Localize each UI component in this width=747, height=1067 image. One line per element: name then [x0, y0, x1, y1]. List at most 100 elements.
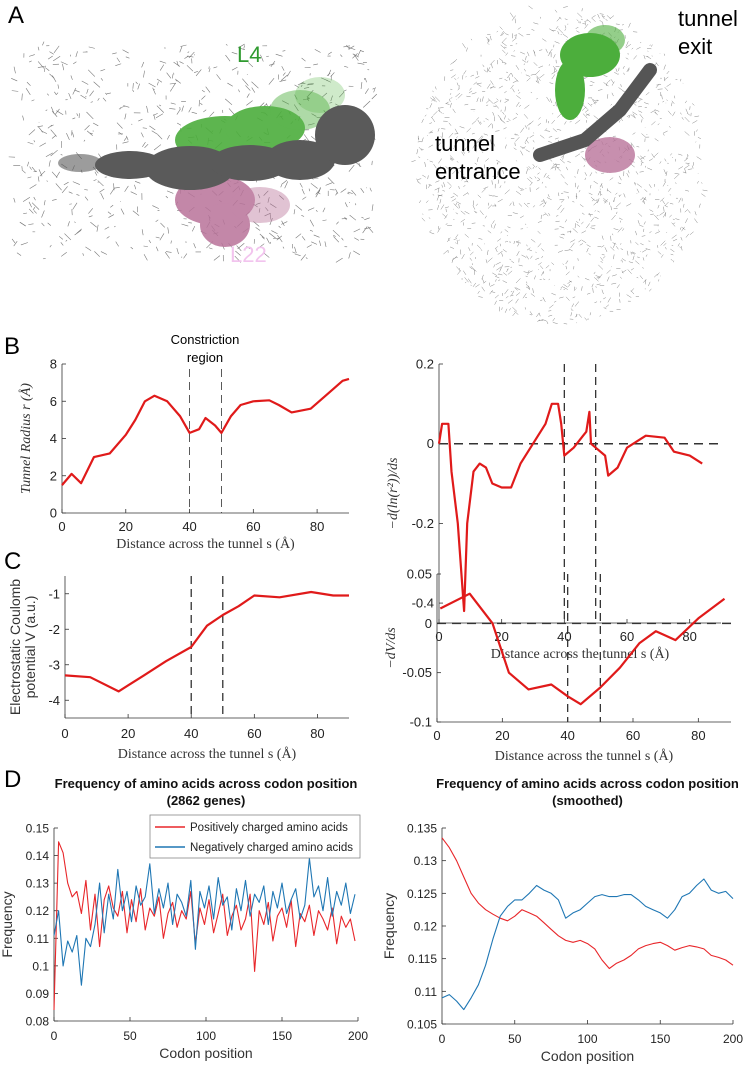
- mesh-stroke: [583, 76, 586, 80]
- mesh-stroke: [563, 6, 568, 8]
- mesh-stroke: [457, 93, 463, 99]
- mesh-stroke: [468, 90, 473, 94]
- mesh-stroke: [678, 166, 684, 170]
- mesh-stroke: [496, 159, 501, 163]
- mesh-stroke: [678, 153, 683, 156]
- mesh-stroke: [431, 100, 433, 102]
- mesh-stroke: [646, 133, 648, 136]
- mesh-stroke: [529, 120, 534, 125]
- mesh-stroke: [64, 233, 72, 241]
- x-tick-label: 60: [620, 629, 634, 644]
- mesh-stroke: [19, 222, 27, 227]
- mesh-stroke: [65, 239, 68, 242]
- y-tick-label: 6: [50, 394, 57, 409]
- mesh-stroke: [611, 233, 614, 236]
- mesh-stroke: [584, 172, 587, 176]
- mesh-stroke: [603, 198, 608, 203]
- mesh-stroke: [620, 243, 622, 245]
- tunnel-surface-right: [533, 63, 657, 162]
- mesh-stroke: [515, 65, 520, 70]
- mesh-stroke: [560, 286, 564, 288]
- mesh-stroke: [680, 236, 683, 241]
- mesh-stroke: [649, 209, 654, 212]
- mesh-stroke: [562, 155, 564, 160]
- y-axis-label-line1: Electrostatic Coulomb: [7, 579, 23, 715]
- mesh-stroke: [645, 248, 651, 251]
- mesh-stroke: [554, 137, 559, 140]
- mesh-stroke: [601, 184, 603, 189]
- mesh-stroke: [649, 44, 651, 47]
- chart-d2: 0 50 100 150 200 0.105 0.11 0.115 0.12 0.125 0.13 0…: [381, 776, 743, 1064]
- mesh-stroke: [613, 228, 619, 231]
- mesh-stroke: [559, 296, 564, 299]
- mesh-stroke: [481, 136, 484, 139]
- x-tick-label: 20: [495, 728, 509, 743]
- mesh-stroke: [282, 50, 286, 52]
- mesh-stroke: [474, 269, 476, 275]
- mesh-stroke: [549, 28, 554, 32]
- mesh-stroke: [643, 279, 647, 283]
- mesh-stroke: [657, 103, 660, 106]
- mesh-stroke: [597, 274, 603, 280]
- mesh-stroke: [550, 164, 555, 170]
- mesh-stroke: [475, 203, 478, 206]
- mesh-stroke: [642, 266, 644, 269]
- y-tick-label: 0: [425, 616, 432, 631]
- mesh-stroke: [321, 92, 328, 98]
- mesh-stroke: [484, 215, 487, 219]
- mesh-stroke: [442, 190, 445, 192]
- mesh-stroke: [451, 257, 454, 263]
- mesh-stroke: [430, 97, 435, 102]
- mesh-stroke: [464, 281, 467, 284]
- mesh-stroke: [191, 111, 198, 114]
- x-tick-label: 60: [246, 519, 260, 534]
- mesh-stroke: [642, 200, 645, 203]
- mesh-stroke: [225, 54, 231, 62]
- mesh-stroke: [195, 69, 202, 77]
- mesh-stroke: [662, 100, 665, 103]
- mesh-stroke: [637, 220, 640, 225]
- panel-label-c: C: [4, 548, 22, 575]
- mesh-stroke: [593, 101, 598, 104]
- x-tick-label: 80: [682, 629, 696, 644]
- mesh-stroke: [495, 246, 498, 249]
- mesh-stroke: [113, 186, 120, 189]
- mesh-stroke: [695, 141, 697, 143]
- mesh-stroke: [72, 87, 77, 95]
- mesh-stroke: [367, 68, 370, 71]
- mesh-stroke: [11, 78, 18, 82]
- mesh-stroke: [697, 180, 699, 184]
- y-tick-label: 0.13: [26, 877, 50, 891]
- mesh-stroke: [429, 122, 433, 124]
- mesh-stroke: [157, 209, 160, 212]
- mesh-stroke: [275, 53, 283, 57]
- mesh-stroke: [605, 18, 608, 22]
- ribosome-structure-images: [8, 5, 708, 325]
- mesh-stroke: [641, 235, 646, 237]
- mesh-stroke: [502, 111, 505, 115]
- mesh-stroke: [552, 317, 556, 322]
- mesh-stroke: [623, 72, 625, 75]
- mesh-stroke: [450, 196, 455, 198]
- mesh-stroke: [240, 48, 246, 50]
- mesh-stroke: [458, 239, 460, 242]
- mesh-stroke: [644, 102, 649, 105]
- mesh-stroke: [595, 171, 598, 174]
- mesh-stroke: [665, 246, 667, 250]
- mesh-stroke: [562, 263, 564, 265]
- mesh-stroke: [664, 87, 669, 92]
- mesh-stroke: [539, 202, 544, 206]
- mesh-stroke: [251, 81, 259, 89]
- mesh-stroke: [555, 163, 560, 166]
- mesh-stroke: [425, 200, 429, 203]
- mesh-stroke: [555, 215, 559, 217]
- mesh-stroke: [563, 284, 568, 288]
- mesh-stroke: [620, 84, 622, 87]
- mesh-stroke: [651, 153, 655, 159]
- mesh-stroke: [181, 223, 189, 227]
- mesh-stroke: [578, 313, 582, 318]
- mesh-stroke: [527, 178, 533, 183]
- mesh-stroke: [537, 172, 540, 175]
- mesh-stroke: [591, 15, 596, 18]
- mesh-stroke: [683, 203, 685, 208]
